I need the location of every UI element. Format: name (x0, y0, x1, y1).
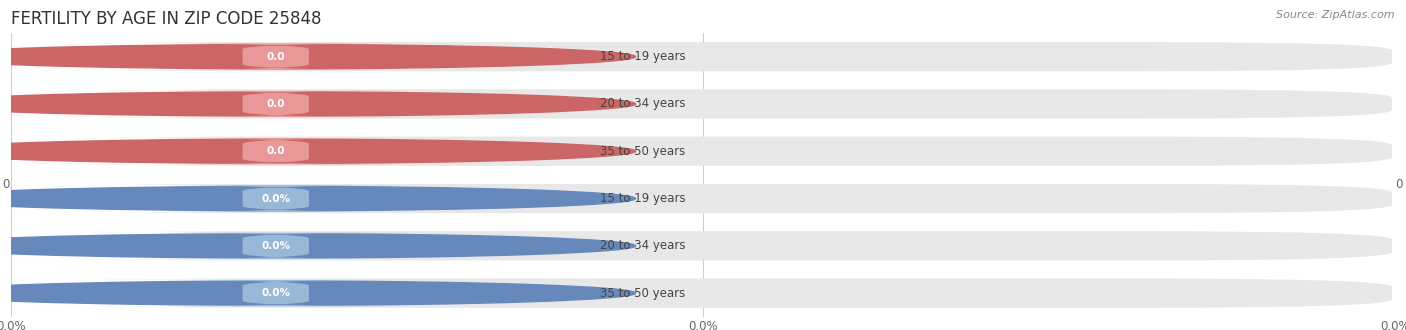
Text: 20 to 34 years: 20 to 34 years (600, 239, 686, 252)
FancyBboxPatch shape (143, 44, 409, 70)
FancyBboxPatch shape (143, 185, 409, 212)
Text: 0.0%: 0.0% (262, 194, 290, 204)
Text: 15 to 19 years: 15 to 19 years (600, 50, 686, 63)
Text: 35 to 50 years: 35 to 50 years (600, 145, 685, 158)
FancyBboxPatch shape (14, 90, 312, 118)
Circle shape (0, 45, 636, 69)
Text: 0.0%: 0.0% (262, 288, 290, 298)
Text: 35 to 50 years: 35 to 50 years (600, 287, 685, 300)
Text: 20 to 34 years: 20 to 34 years (600, 97, 686, 111)
Text: 15 to 19 years: 15 to 19 years (600, 192, 686, 205)
FancyBboxPatch shape (14, 279, 1392, 308)
Circle shape (0, 281, 636, 305)
FancyBboxPatch shape (14, 231, 1392, 260)
Text: 0.0: 0.0 (267, 99, 285, 109)
Circle shape (0, 234, 636, 258)
Circle shape (0, 139, 636, 163)
FancyBboxPatch shape (14, 42, 312, 71)
FancyBboxPatch shape (143, 233, 409, 259)
FancyBboxPatch shape (14, 279, 312, 308)
FancyBboxPatch shape (143, 138, 409, 164)
FancyBboxPatch shape (14, 42, 1392, 71)
Text: 0.0: 0.0 (267, 52, 285, 62)
Text: Source: ZipAtlas.com: Source: ZipAtlas.com (1277, 10, 1395, 20)
FancyBboxPatch shape (14, 89, 1392, 118)
FancyBboxPatch shape (14, 184, 312, 213)
FancyBboxPatch shape (14, 184, 1392, 213)
Circle shape (0, 186, 636, 211)
FancyBboxPatch shape (14, 232, 312, 260)
Circle shape (0, 92, 636, 116)
FancyBboxPatch shape (14, 137, 1392, 166)
Text: 0.0: 0.0 (267, 146, 285, 156)
Text: FERTILITY BY AGE IN ZIP CODE 25848: FERTILITY BY AGE IN ZIP CODE 25848 (11, 10, 322, 28)
FancyBboxPatch shape (143, 91, 409, 117)
Text: 0.0%: 0.0% (262, 241, 290, 251)
FancyBboxPatch shape (143, 280, 409, 306)
FancyBboxPatch shape (14, 137, 312, 166)
